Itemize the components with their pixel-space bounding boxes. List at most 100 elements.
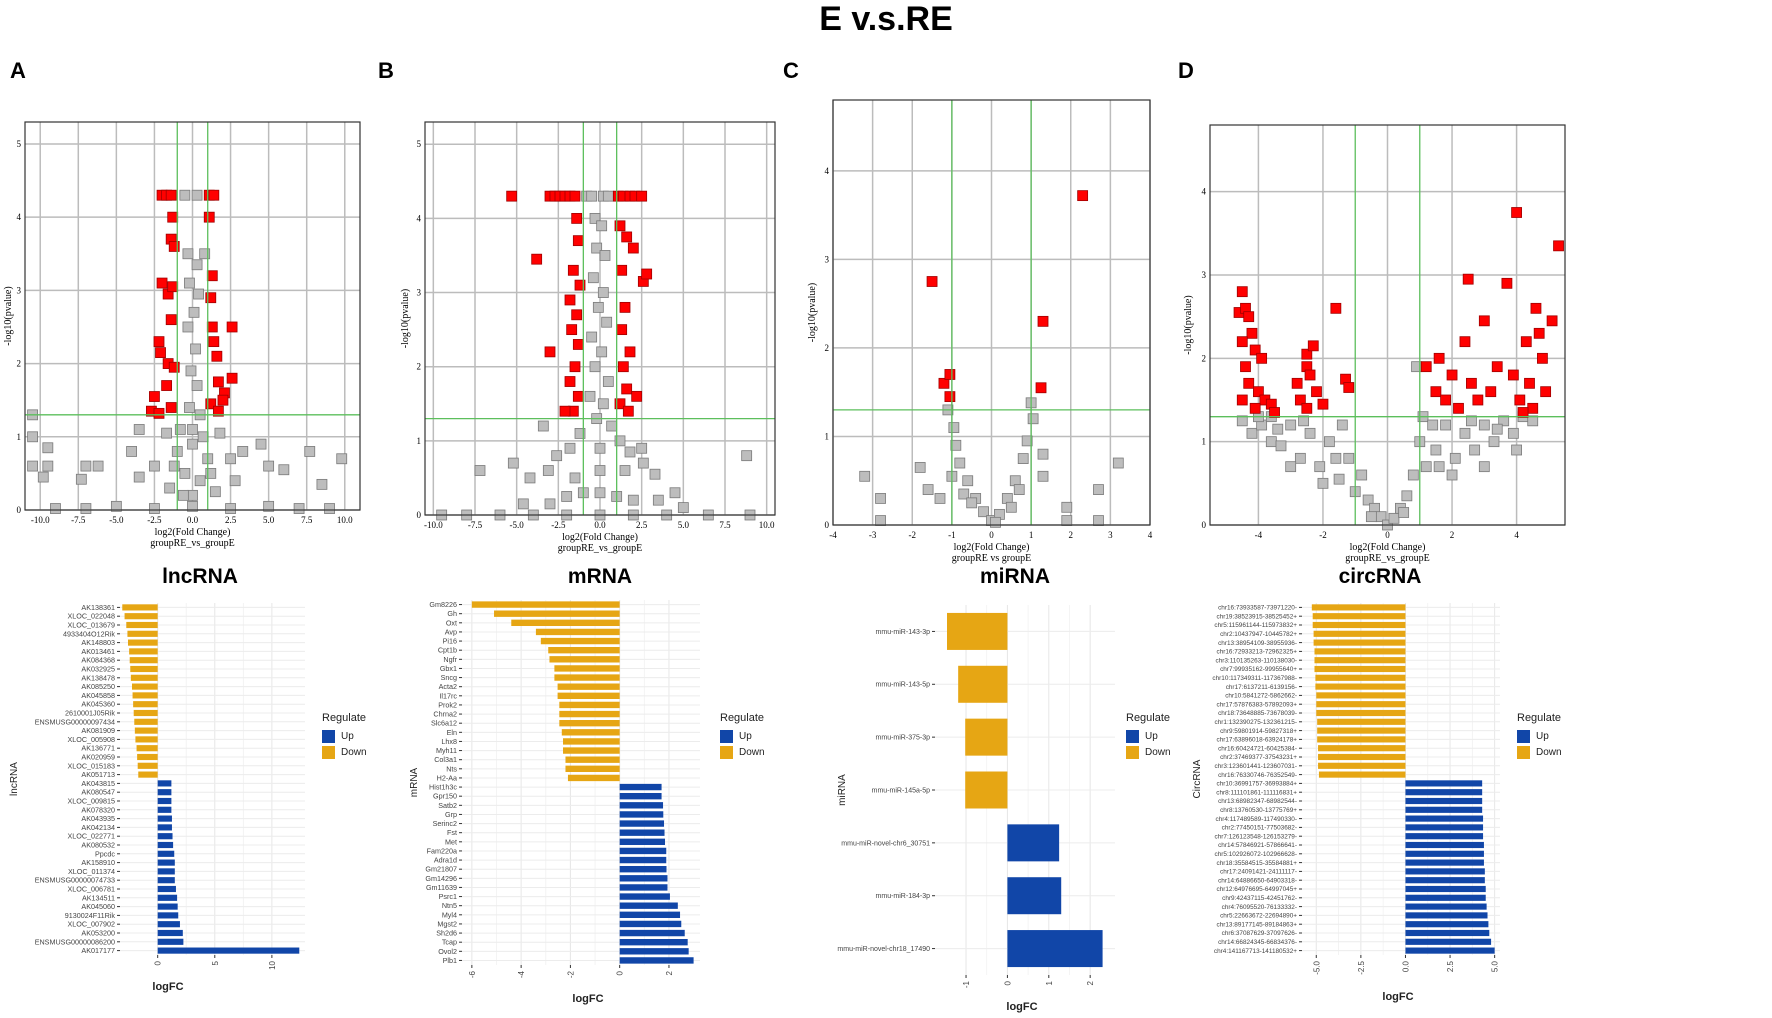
not-significant-point [179,189,191,201]
x-tick-label: 2.5 [225,515,237,525]
bar-down [1312,613,1406,620]
x-tick-label: 5.0 [1491,960,1500,972]
bar-up [1405,815,1484,822]
significant-point [1236,286,1248,298]
not-significant-point [561,491,573,502]
bar-up [619,911,681,919]
not-significant-point [168,460,180,472]
not-significant-point [27,431,39,443]
category-label: ENSMUSG00000074733 [35,876,115,885]
category-label: Gbx1 [440,664,457,673]
category-label: AK045060 [81,902,115,911]
category-label: AK043935 [81,814,115,823]
legend-down-swatch [1126,745,1139,759]
legend-up-label: Up [739,730,752,742]
significant-point [627,242,639,254]
bar-down [129,657,158,664]
bar-down [122,604,158,611]
x-tick-label: 2 [1086,980,1095,985]
significant-point [212,405,224,417]
bar-up [157,789,172,796]
category-label: Fst [447,828,457,837]
bar-up [619,802,664,809]
category-label: AK020959 [81,753,115,762]
significant-point [636,190,648,202]
significant-point [564,376,576,387]
not-significant-point [80,460,92,472]
figure-title: E v.s.RE [819,0,953,38]
category-label: mmu-miR-143-5p [876,682,931,689]
significant-point [212,376,224,388]
x-axis-label: log2(Fold Change) [954,542,1030,553]
x-tick-label: -10.0 [31,515,50,525]
category-label: chr13:68982347-68982544- [1218,798,1297,805]
not-significant-point [636,442,648,454]
y-tick-label: 2 [417,362,422,372]
not-significant-point [187,438,198,450]
category-label: chr4:117489589-117490330- [1216,816,1298,823]
category-label: AK042134 [81,823,115,832]
not-significant-point [214,427,226,439]
bar-chart-circrna: -5.0 -2.5 0.0 2.5 5.0 chr16:73933587-73971220… [1192,603,1500,1003]
not-significant-point [42,460,54,472]
significant-point [1291,377,1303,389]
not-significant-point [978,506,989,518]
plot-border [1209,124,1566,526]
bar-up [619,938,688,946]
not-significant-point [1446,469,1458,481]
x-tick-label: -1 [962,980,971,988]
y-tick-label: 3 [825,254,830,264]
bar-up [1405,841,1484,849]
not-significant-point [1433,461,1445,473]
legend-down-swatch [1517,745,1530,759]
bar-down [540,637,620,645]
not-significant-point [619,465,631,476]
significant-point [1520,336,1532,348]
category-label: chr13:89177145-89184863+ [1217,921,1298,928]
category-label: mmu-miR-184-3p [876,893,931,900]
y-axis-label: -log10(pvalue) [1183,295,1194,354]
category-label: chr18:73648885-73678039- [1218,710,1297,717]
x-tick-label: 1 [1029,530,1034,540]
x-axis-sublabel: groupRE_vs_groupE [558,543,642,554]
x-tick-label: -2.5 [1357,960,1366,974]
not-significant-point [875,515,886,526]
y-axis-label: lncRNA [9,762,20,796]
not-significant-point [741,450,753,462]
category-label: chr4:141167713-141180532+ [1214,948,1297,955]
bar-down [129,648,158,655]
x-tick-label: -4 [1255,530,1263,540]
category-label: AK134511 [82,893,115,902]
not-significant-point [1507,427,1519,439]
not-significant-point [263,500,275,512]
not-significant-point [564,442,576,454]
category-label: AK136771 [81,744,115,753]
not-significant-point [1388,512,1400,524]
category-label: Acta2 [439,682,457,691]
not-significant-point [1294,452,1306,464]
bar-chart-mirna: -1 0 1 2 mmu-miR-143-3p mmu-miR-143-5p mmu-miR… [837,605,1115,1013]
x-axis-sublabel: groupRE_vs_groupE [1345,553,1429,564]
not-significant-point [1017,453,1029,464]
x-tick-label: -2.5 [147,515,162,525]
not-significant-point [187,500,198,512]
not-significant-point [133,471,145,483]
not-significant-point [990,516,1001,528]
significant-point [1501,277,1513,289]
x-axis-label: log2(Fold Change) [155,527,231,538]
not-significant-point [948,422,960,434]
bar-down [1316,692,1406,699]
not-significant-point [188,306,200,318]
x-axis-label: log2(Fold Change) [562,532,638,543]
not-significant-point [592,301,604,313]
significant-point [1430,386,1442,398]
bar-down [561,729,620,736]
x-tick-label: 5.0 [263,515,275,525]
category-label: XLOC_005908 [67,735,115,744]
not-significant-point [1061,515,1073,526]
legend-up-swatch [1126,729,1139,743]
bar-down [1315,674,1406,681]
not-significant-point [194,475,206,487]
significant-point [1472,394,1484,406]
legend-lncrna: Regulate Up Down [322,712,367,760]
